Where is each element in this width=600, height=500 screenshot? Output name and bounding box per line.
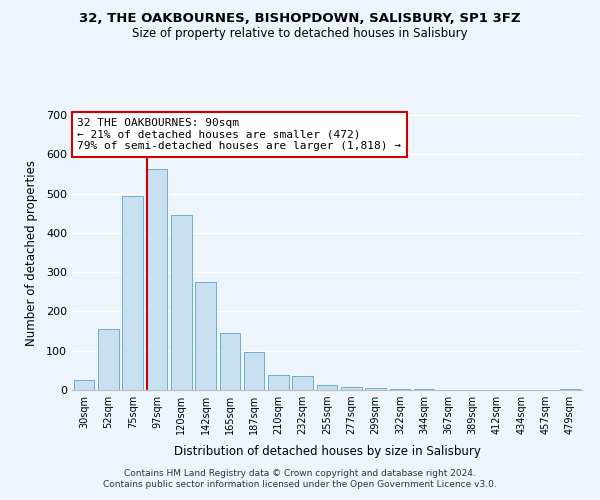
Text: Contains HM Land Registry data © Crown copyright and database right 2024.: Contains HM Land Registry data © Crown c…	[124, 468, 476, 477]
Text: Contains public sector information licensed under the Open Government Licence v3: Contains public sector information licen…	[103, 480, 497, 489]
Bar	[220, 333, 240, 390]
Bar	[244, 352, 265, 390]
Text: 32, THE OAKBOURNES, BISHOPDOWN, SALISBURY, SP1 3FZ: 32, THE OAKBOURNES, BISHOPDOWN, SALISBUR…	[79, 12, 521, 26]
Text: Size of property relative to detached houses in Salisbury: Size of property relative to detached ho…	[132, 28, 468, 40]
Bar	[414, 389, 434, 390]
Bar	[341, 387, 362, 390]
X-axis label: Distribution of detached houses by size in Salisbury: Distribution of detached houses by size …	[173, 446, 481, 458]
Bar	[389, 389, 410, 390]
Bar	[195, 282, 216, 390]
Y-axis label: Number of detached properties: Number of detached properties	[25, 160, 38, 346]
Bar	[317, 385, 337, 390]
Bar	[122, 196, 143, 390]
Bar	[560, 389, 580, 390]
Bar	[98, 329, 119, 390]
Bar	[268, 376, 289, 390]
Bar	[365, 388, 386, 390]
Bar	[292, 376, 313, 390]
Bar	[171, 215, 191, 390]
Text: 32 THE OAKBOURNES: 90sqm
← 21% of detached houses are smaller (472)
79% of semi-: 32 THE OAKBOURNES: 90sqm ← 21% of detach…	[77, 118, 401, 151]
Bar	[146, 169, 167, 390]
Bar	[74, 380, 94, 390]
